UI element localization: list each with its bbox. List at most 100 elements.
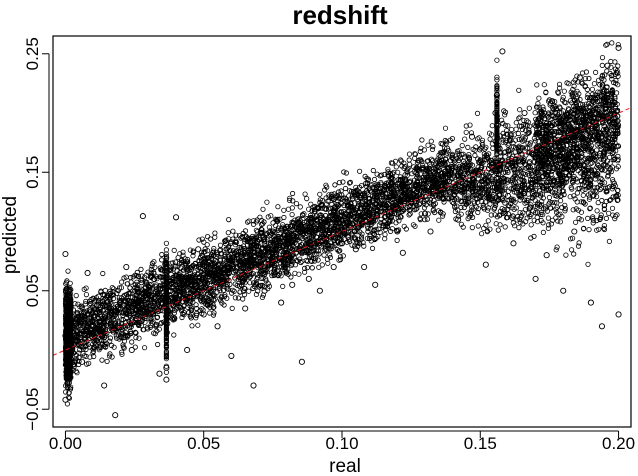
data-point (65, 323, 72, 330)
data-point (325, 216, 332, 223)
data-point (269, 228, 276, 235)
point-cloud (62, 40, 622, 407)
data-point (189, 287, 196, 294)
data-point (388, 181, 395, 188)
data-point (444, 145, 451, 152)
data-point (200, 311, 207, 318)
data-point (435, 192, 442, 200)
data-point (549, 98, 556, 105)
data-point (399, 249, 406, 256)
data-point (206, 275, 213, 282)
chart-title: redshift (292, 0, 388, 30)
y-tick-label: −0.05 (23, 388, 42, 431)
data-point (134, 299, 141, 306)
data-point (222, 240, 229, 247)
y-axis: −0.05 0.05 0.15 0.25 (23, 37, 50, 431)
data-point (499, 48, 506, 55)
y-tick-label: 0.15 (23, 156, 42, 189)
data-point (62, 396, 69, 403)
data-point (214, 323, 221, 330)
data-point (515, 157, 523, 164)
data-point (173, 214, 180, 221)
data-point (493, 92, 500, 99)
data-point (416, 157, 423, 164)
data-point (582, 169, 589, 176)
data-point (598, 323, 606, 330)
data-point (62, 250, 69, 258)
y-axis-label: predicted (0, 196, 21, 274)
data-point (123, 263, 130, 271)
data-point (117, 305, 124, 312)
data-point (163, 376, 170, 383)
data-point (195, 246, 202, 253)
data-point (283, 246, 290, 253)
data-point (128, 346, 135, 354)
data-point (145, 311, 152, 318)
data-point (463, 181, 470, 188)
data-point (455, 216, 462, 223)
data-point (372, 281, 379, 288)
data-point (106, 311, 113, 318)
y-tick-label: 0.05 (23, 274, 42, 307)
data-point (255, 252, 263, 259)
data-point (298, 358, 305, 365)
data-point (139, 213, 146, 220)
data-point (178, 275, 185, 282)
data-point (184, 346, 191, 354)
data-point (338, 240, 346, 247)
data-point (492, 109, 499, 117)
data-point (84, 269, 91, 277)
data-point (488, 169, 495, 176)
data-point (163, 299, 170, 306)
data-point (167, 287, 174, 294)
data-point (344, 198, 351, 205)
data-point (527, 204, 534, 211)
data-point (421, 210, 429, 217)
data-point (361, 263, 368, 271)
data-point (496, 145, 503, 152)
data-point (242, 305, 249, 312)
data-point (380, 222, 387, 229)
data-point (101, 382, 108, 389)
point-cloud-path (62, 40, 622, 407)
x-tick-label: 0.10 (325, 434, 358, 453)
data-point (615, 311, 622, 318)
x-axis: 0.00 0.05 0.10 0.15 0.20 (49, 430, 635, 453)
data-point (609, 145, 617, 152)
data-point (73, 311, 80, 318)
data-point (366, 216, 373, 223)
data-point (615, 44, 622, 51)
data-point (67, 341, 75, 348)
data-point (311, 240, 318, 247)
data-point (352, 246, 359, 253)
data-point (233, 263, 240, 271)
data-point (587, 299, 594, 306)
data-point (504, 192, 511, 200)
data-point (305, 275, 312, 282)
data-point (565, 121, 572, 128)
data-point (593, 109, 600, 117)
data-point (521, 109, 528, 117)
data-point (289, 281, 296, 288)
data-point (543, 252, 550, 259)
data-point (90, 323, 97, 330)
reference-line-y-equals-x (52, 107, 632, 356)
data-point (510, 240, 517, 247)
x-tick-label: 0.15 (464, 434, 497, 453)
data-point (261, 287, 268, 294)
data-point (538, 145, 545, 152)
data-points (62, 44, 622, 419)
y-tick-label: 0.25 (23, 37, 42, 70)
x-tick-label: 0.00 (49, 434, 82, 453)
data-point (482, 261, 489, 268)
data-point (112, 412, 119, 419)
data-point (477, 192, 484, 200)
data-point (604, 62, 611, 69)
data-point (560, 287, 567, 294)
data-point (78, 358, 86, 365)
plot-frame (52, 35, 632, 428)
data-point (163, 364, 170, 371)
x-axis-label: real (329, 456, 361, 476)
data-point (468, 133, 476, 140)
